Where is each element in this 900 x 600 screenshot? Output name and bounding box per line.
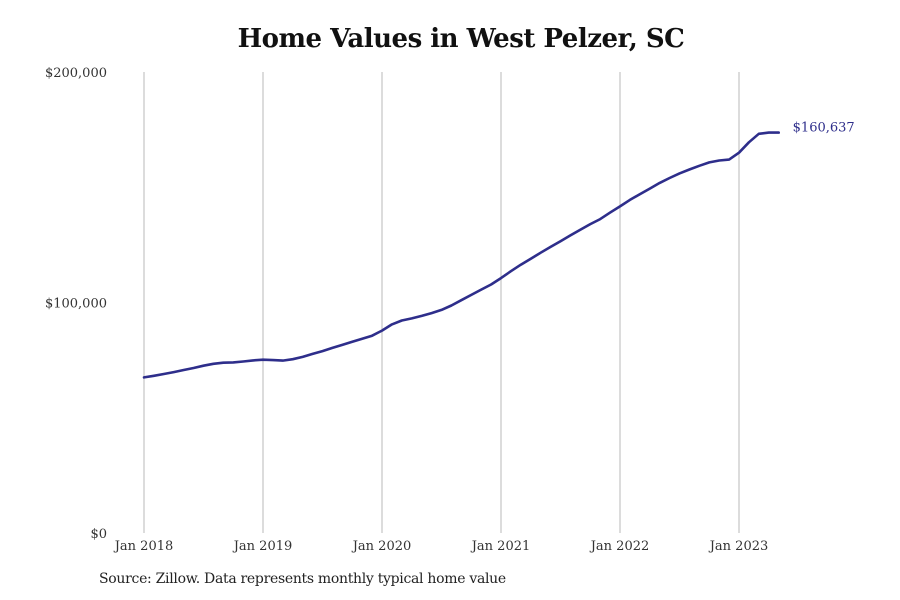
x-axis-ticks: Jan 2018 Jan 2019 Jan 2020 Jan 2021 Jan 2022… [113, 539, 769, 554]
x-tick-label: Jan 2020 [351, 539, 412, 554]
y-axis-ticks: $200,000 $100,000 $0 [45, 66, 107, 542]
end-value-label: $160,637 [793, 121, 855, 136]
x-tick-label: Jan 2019 [232, 539, 293, 554]
y-tick-label: $200,000 [45, 66, 107, 81]
data-labels: $160,637 [793, 121, 855, 136]
y-tick-label: $100,000 [45, 297, 107, 312]
x-tick-label: Jan 2022 [589, 539, 650, 554]
y-tick-label: $0 [90, 527, 107, 542]
x-tick-label: Jan 2021 [470, 539, 531, 554]
chart-title: Home Values in West Pelzer, SC [237, 24, 685, 54]
x-tick-label: Jan 2023 [708, 539, 769, 554]
grid-lines [143, 72, 740, 533]
source-note: Source: Zillow. Data represents monthly … [99, 571, 506, 587]
x-tick-label: Jan 2018 [113, 539, 174, 554]
series-line-home-value [142, 131, 780, 379]
series-layer [142, 131, 780, 379]
